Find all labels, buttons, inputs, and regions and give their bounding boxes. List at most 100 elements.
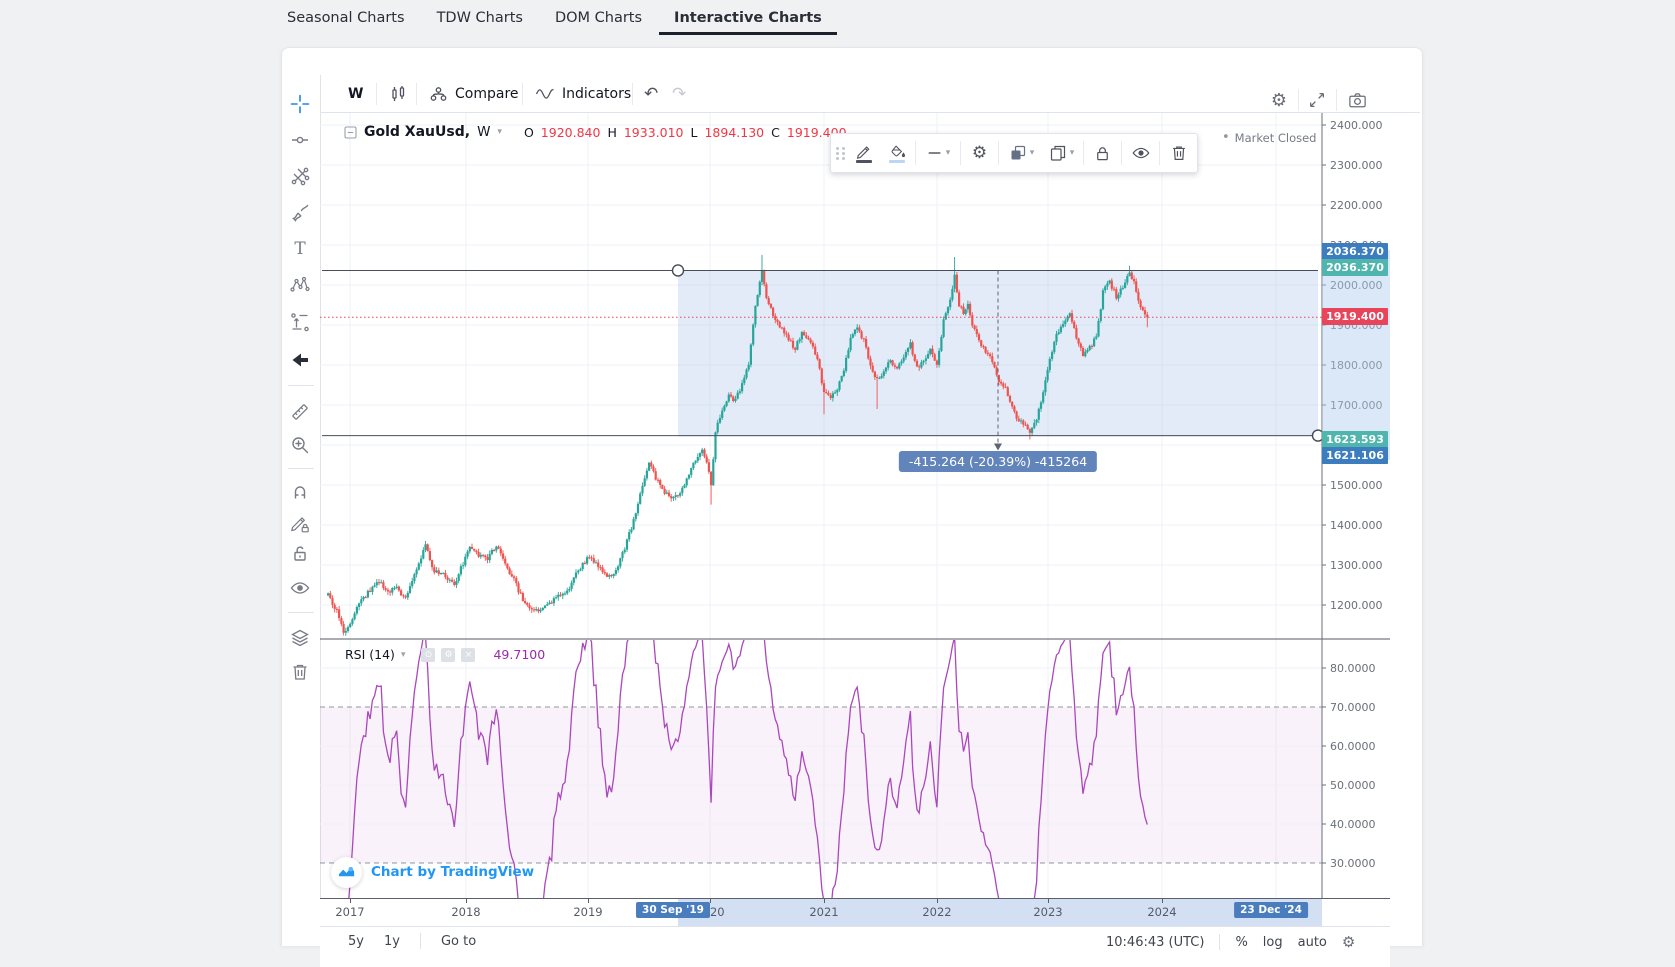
fill-color-button[interactable]: [880, 137, 913, 169]
time-axis-year-label: 2021: [809, 905, 839, 919]
tab-seasonal-charts[interactable]: Seasonal Charts: [287, 10, 405, 26]
sidebar-separator: [288, 612, 314, 613]
symbol-name[interactable]: Gold XauUsd,: [364, 124, 471, 140]
top-tabs: Seasonal Charts TDW Charts DOM Charts In…: [287, 0, 837, 35]
template-style-button[interactable]: ▾: [1001, 137, 1041, 169]
fullscreen-button[interactable]: [1302, 86, 1332, 114]
low-value: 1894.130: [704, 124, 765, 140]
rsi-close-button[interactable]: ×: [461, 647, 476, 662]
indicators-button[interactable]: Indicators: [530, 80, 635, 108]
line-width-button[interactable]: ▾: [918, 137, 958, 169]
arrow-marker-tool[interactable]: [286, 346, 314, 374]
bottom-bar-separator: [1219, 934, 1221, 950]
xabcd-pattern-icon: [290, 276, 310, 292]
tradingview-attribution-link[interactable]: Chart by TradingView: [371, 864, 535, 880]
snapshot-button[interactable]: [1342, 86, 1372, 114]
gear-icon: ⚙: [971, 143, 988, 163]
percent-scale-button[interactable]: %: [1235, 934, 1248, 950]
delete-drawing-button[interactable]: [1162, 137, 1195, 169]
magnet-tool[interactable]: [286, 478, 314, 506]
drawing-floating-toolbar: ▾ ⚙ ▾ ▾: [830, 133, 1198, 173]
lock-drawing-button[interactable]: [1086, 137, 1119, 169]
rsi-value: 49.7100: [493, 647, 546, 662]
hide-drawing-button[interactable]: [1124, 137, 1157, 169]
price-axis[interactable]: 2036.370 2036.370 1919.400 1623.593 1621.106: [1322, 113, 1390, 926]
interval-label: W: [348, 86, 364, 102]
time-axis-tick: [1048, 899, 1049, 903]
redo-button[interactable]: ↷: [672, 84, 687, 104]
eye-icon: [1132, 147, 1149, 159]
zoom-in-tool[interactable]: [286, 431, 314, 459]
bottom-bar-separator: [419, 933, 421, 949]
rsi-settings-button[interactable]: ⚙: [441, 647, 456, 662]
chart-settings-button[interactable]: ⚙: [1264, 86, 1294, 114]
compare-icon: [430, 86, 447, 101]
rsi-title[interactable]: RSI (14): [345, 647, 395, 662]
gann-fib-tool[interactable]: [286, 162, 314, 190]
camera-icon: [1348, 92, 1366, 107]
tradingview-logo[interactable]: [331, 857, 362, 888]
undo-button[interactable]: ↶: [644, 84, 659, 104]
range-5y-button[interactable]: 5y: [348, 933, 364, 949]
gear-icon: ⚙: [1341, 933, 1356, 951]
measure-ruler-tool[interactable]: [286, 398, 314, 426]
xabcd-pattern-tool[interactable]: [286, 271, 314, 299]
chart-canvas[interactable]: 1200.0001300.0001400.0001500.0001600.000…: [320, 113, 1390, 926]
line-color-button[interactable]: [847, 137, 880, 169]
toolbar-drag-handle[interactable]: [833, 137, 847, 169]
clone-icon: [1050, 145, 1065, 161]
time-axis-tick: [350, 899, 351, 903]
goto-button[interactable]: Go to: [440, 933, 477, 949]
price-axis-badge: 1623.593: [1322, 431, 1388, 448]
time-axis-year-label: 2019: [573, 905, 603, 919]
chevron-down-icon[interactable]: ▾: [497, 127, 502, 137]
indicators-label: Indicators: [562, 86, 632, 102]
stay-in-drawing-mode-tool[interactable]: [286, 510, 314, 538]
log-scale-button[interactable]: log: [1262, 934, 1283, 950]
chart-style-button[interactable]: [384, 80, 414, 108]
svg-text:T: T: [294, 239, 306, 259]
zoom-in-icon: [292, 437, 309, 454]
tab-dom-charts[interactable]: DOM Charts: [554, 10, 643, 26]
auto-scale-button[interactable]: auto: [1297, 934, 1327, 950]
time-axis[interactable]: 2017 2018 2019 2020 2021 2022 2023 2024 30 Sep '…: [320, 898, 1390, 927]
legend-interval[interactable]: W: [477, 124, 491, 140]
measure-tooltip: -415.264 (-20.39%) -415264: [898, 451, 1098, 472]
brush-tool[interactable]: [286, 198, 314, 226]
text-tool[interactable]: T: [286, 234, 314, 262]
toolbar-separator: [376, 83, 377, 105]
time-axis-tick: [1162, 899, 1163, 903]
brush-icon: [292, 204, 309, 222]
hide-all-drawings-tool[interactable]: [286, 574, 314, 602]
candles-icon: [392, 86, 405, 101]
interval-button[interactable]: W: [344, 80, 367, 108]
fullscreen-icon: [1310, 93, 1324, 107]
forecast-tool[interactable]: [286, 308, 314, 336]
svg-text:2000.000: 2000.000: [1330, 279, 1383, 292]
clone-button[interactable]: ▾: [1041, 137, 1081, 169]
sidebar-separator: [288, 468, 314, 469]
toolbar-separator: [416, 83, 417, 105]
chevron-down-icon[interactable]: ▾: [400, 649, 406, 660]
collapse-legend-icon[interactable]: [344, 125, 357, 139]
crosshair-tool[interactable]: [286, 90, 314, 118]
lock-all-drawings-tool[interactable]: [286, 539, 314, 567]
chevron-down-icon: ▾: [945, 148, 951, 158]
clock[interactable]: 10:46:43 (UTC): [1106, 934, 1205, 950]
tab-interactive-charts[interactable]: Interactive Charts: [659, 0, 837, 35]
object-tree-tool[interactable]: [286, 624, 314, 652]
rsi-hide-button[interactable]: ⊙: [421, 647, 436, 662]
compare-button[interactable]: Compare: [424, 80, 523, 108]
chevron-down-icon: ▾: [1029, 148, 1035, 158]
market-status-label: Market Closed: [1234, 130, 1317, 145]
range-1y-button[interactable]: 1y: [383, 933, 400, 949]
toolbar-separator: [1083, 141, 1084, 165]
svg-text:30.0000: 30.0000: [1330, 857, 1376, 870]
trend-line-tool[interactable]: [286, 126, 314, 154]
scale-settings-button[interactable]: ⚙: [1342, 933, 1355, 951]
trash-icon: [1172, 146, 1185, 160]
time-axis-tick: [588, 899, 589, 903]
drawing-settings-button[interactable]: ⚙: [963, 137, 996, 169]
tab-tdw-charts[interactable]: TDW Charts: [436, 10, 523, 26]
remove-drawings-tool[interactable]: [286, 658, 314, 686]
